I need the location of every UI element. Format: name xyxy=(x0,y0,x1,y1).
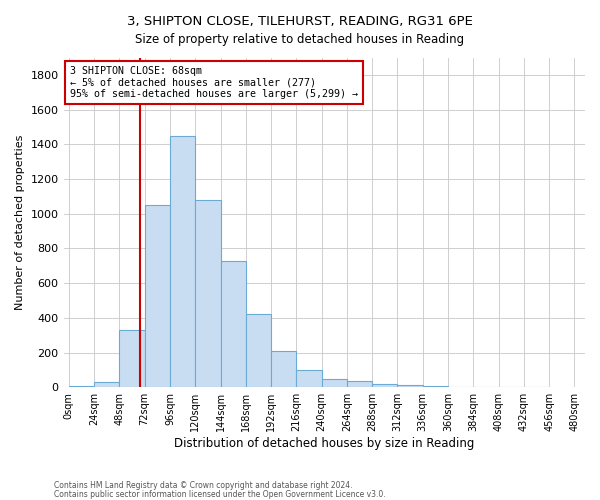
Bar xyxy=(94,382,119,388)
Bar xyxy=(170,136,195,388)
Text: Size of property relative to detached houses in Reading: Size of property relative to detached ho… xyxy=(136,32,464,46)
Text: Contains public sector information licensed under the Open Government Licence v3: Contains public sector information licen… xyxy=(54,490,386,499)
Bar xyxy=(221,260,246,388)
Bar xyxy=(145,205,170,388)
Bar xyxy=(397,384,423,388)
Bar xyxy=(271,351,296,388)
Text: Contains HM Land Registry data © Crown copyright and database right 2024.: Contains HM Land Registry data © Crown c… xyxy=(54,481,353,490)
Bar xyxy=(423,386,448,388)
Text: 3 SHIPTON CLOSE: 68sqm
← 5% of detached houses are smaller (277)
95% of semi-det: 3 SHIPTON CLOSE: 68sqm ← 5% of detached … xyxy=(70,66,358,100)
Y-axis label: Number of detached properties: Number of detached properties xyxy=(15,134,25,310)
Bar xyxy=(322,378,347,388)
Text: 3, SHIPTON CLOSE, TILEHURST, READING, RG31 6PE: 3, SHIPTON CLOSE, TILEHURST, READING, RG… xyxy=(127,15,473,28)
Bar xyxy=(195,200,221,388)
Bar xyxy=(372,384,397,388)
X-axis label: Distribution of detached houses by size in Reading: Distribution of detached houses by size … xyxy=(174,437,475,450)
Bar xyxy=(69,386,94,388)
Bar xyxy=(448,387,473,388)
Bar xyxy=(246,314,271,388)
Bar xyxy=(119,330,145,388)
Bar xyxy=(347,382,372,388)
Bar xyxy=(296,370,322,388)
